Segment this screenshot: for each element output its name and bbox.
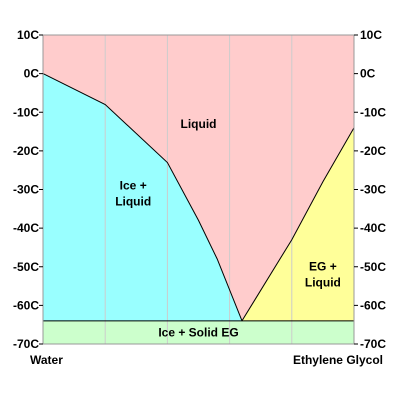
tick-label-right: -50C — [360, 260, 386, 274]
tick-label-right: -60C — [360, 298, 386, 312]
region-ice-liquid — [43, 73, 242, 321]
region-ice-solid-eg — [43, 320, 354, 344]
tick-label-left: -40C — [13, 221, 39, 235]
tick-label-right: 0C — [360, 67, 376, 81]
tick-label-left: 0C — [24, 67, 40, 81]
tick-label-left: -30C — [13, 183, 39, 197]
tick-label-left: -20C — [13, 144, 39, 158]
liquidus-eg-curve — [241, 127, 355, 322]
liquidus-water-curve — [42, 73, 243, 321]
x-end-label-ethylene-glycol: Ethylene Glycol — [293, 353, 383, 367]
region-label-3: Ice + Solid EG — [158, 325, 238, 339]
region-label-0: Liquid — [181, 117, 217, 131]
tick-label-left: -70C — [13, 337, 39, 351]
tick-label-right: -40C — [360, 221, 386, 235]
tick-label-left: -10C — [13, 105, 39, 119]
tick-label-right: -20C — [360, 144, 386, 158]
tick-label-right: -10C — [360, 105, 386, 119]
region-eg-liquid — [242, 127, 354, 321]
liquidus-curves — [42, 73, 355, 322]
grid-lines — [104, 35, 293, 344]
y-axis-left: 10C 0C -10C -20C -30C -40C -50C -60C -70C — [13, 28, 43, 351]
x-end-label-water: Water — [30, 353, 63, 367]
y-axis-right: 10C 0C -10C -20C -30C -40C -50C -60C -70C — [354, 28, 386, 351]
tick-label-right: -70C — [360, 337, 386, 351]
tick-label-left: -60C — [13, 298, 39, 312]
tick-label-right: -30C — [360, 183, 386, 197]
tick-label-left: 10C — [17, 28, 39, 42]
region-label-1: Ice + Liquid — [115, 178, 151, 208]
phase-regions — [43, 35, 354, 344]
region-label-2: EG + Liquid — [305, 259, 341, 289]
tick-label-right: 10C — [360, 28, 382, 42]
tick-label-left: -50C — [13, 260, 39, 274]
region-labels: Liquid Ice + Liquid EG + Liquid Ice + Solid E… — [115, 117, 341, 340]
